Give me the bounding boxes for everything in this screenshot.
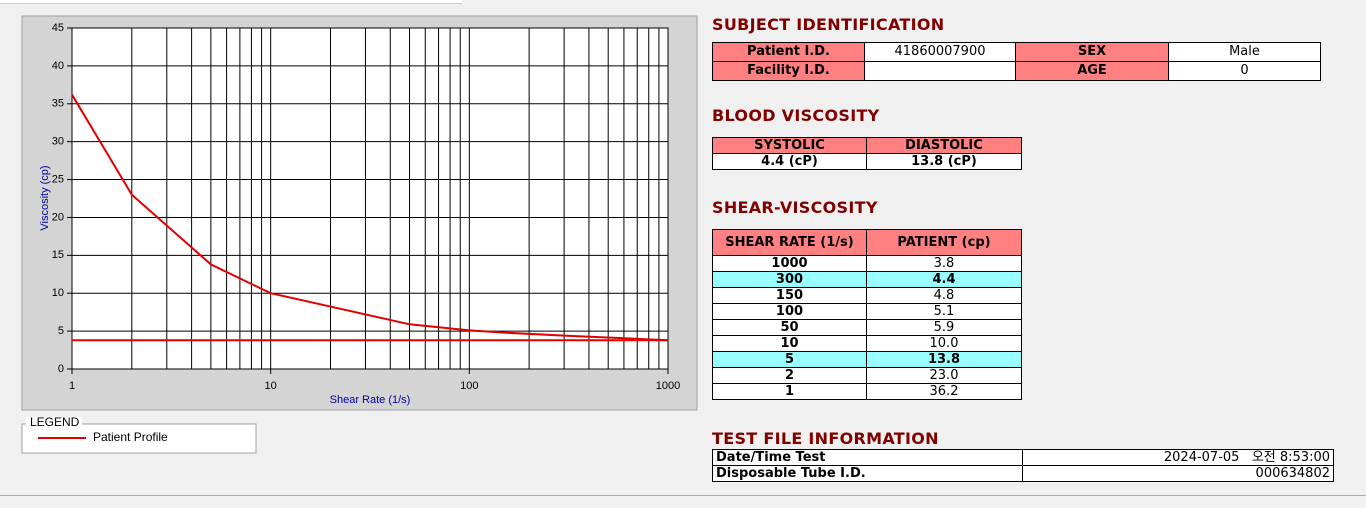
value-cell: 0 bbox=[1168, 61, 1321, 81]
top-bar bbox=[0, 0, 462, 4]
section-title: TEST FILE INFORMATION bbox=[712, 429, 939, 448]
patient-cell: 3.8 bbox=[866, 255, 1022, 272]
x-tick-label: 1000 bbox=[656, 380, 680, 392]
x-tick-label: 100 bbox=[460, 380, 478, 392]
shear-rate-cell: 2 bbox=[712, 367, 867, 384]
legend-title: LEGEND bbox=[30, 415, 80, 429]
value-cell: 41860007900 bbox=[864, 42, 1016, 62]
patient-cell: 13.8 bbox=[866, 351, 1022, 368]
y-tick-label: 35 bbox=[52, 98, 64, 110]
patient-cell: 5.9 bbox=[866, 319, 1022, 336]
label-cell: Date/Time Test bbox=[712, 449, 1023, 466]
y-tick-label: 30 bbox=[52, 136, 64, 148]
shear-rate-cell: 100 bbox=[712, 303, 867, 320]
label-cell: Patient I.D. bbox=[712, 42, 865, 62]
shear-rate-cell: 5 bbox=[712, 351, 867, 368]
header-cell: PATIENT (cp) bbox=[866, 229, 1022, 256]
label-cell: Facility I.D. bbox=[712, 61, 865, 81]
patient-cell: 4.4 bbox=[866, 271, 1022, 288]
y-tick-label: 25 bbox=[52, 173, 64, 185]
shear-rate-cell: 10 bbox=[712, 335, 867, 352]
x-tick-label: 10 bbox=[265, 380, 277, 392]
y-tick-label: 20 bbox=[52, 211, 64, 223]
chart: Shear Rate (1/s) Viscosity (cp) LEGEND 0… bbox=[21, 15, 698, 454]
shear-rate-cell: 300 bbox=[712, 271, 867, 288]
value-cell: Male bbox=[1168, 42, 1321, 62]
shear-rate-cell: 1 bbox=[712, 383, 867, 400]
patient-cell: 10.0 bbox=[866, 335, 1022, 352]
value-cell: 000634802 bbox=[1022, 465, 1334, 482]
plot-area bbox=[72, 28, 668, 369]
y-tick-label: 45 bbox=[52, 22, 64, 34]
value-cell: 2024-07-05 오전 8:53:00 bbox=[1022, 449, 1334, 466]
x-tick-label: 1 bbox=[69, 380, 75, 392]
patient-cell: 23.0 bbox=[866, 367, 1022, 384]
shear-rate-cell: 150 bbox=[712, 287, 867, 304]
x-axis-label: Shear Rate (1/s) bbox=[330, 394, 411, 406]
y-tick-label: 40 bbox=[52, 60, 64, 72]
shear-rate-cell: 50 bbox=[712, 319, 867, 336]
y-tick-label: 0 bbox=[58, 363, 64, 375]
y-tick-label: 10 bbox=[52, 287, 64, 299]
value-cell: 13.8 (cP) bbox=[866, 153, 1022, 170]
section-title: SUBJECT IDENTIFICATION bbox=[712, 15, 945, 34]
label-cell: AGE bbox=[1015, 61, 1169, 81]
shear-rate-cell: 1000 bbox=[712, 255, 867, 272]
y-axis-label: Viscosity (cp) bbox=[39, 165, 51, 230]
section-title: SHEAR-VISCOSITY bbox=[712, 198, 878, 217]
patient-cell: 4.8 bbox=[866, 287, 1022, 304]
header-cell: DIASTOLIC bbox=[866, 137, 1022, 154]
header-cell: SHEAR RATE (1/s) bbox=[712, 229, 867, 256]
patient-cell: 5.1 bbox=[866, 303, 1022, 320]
patient-cell: 36.2 bbox=[866, 383, 1022, 400]
value-cell: 4.4 (cP) bbox=[712, 153, 867, 170]
y-tick-label: 5 bbox=[58, 325, 64, 337]
status-bar bbox=[0, 495, 1366, 508]
label-cell: SEX bbox=[1015, 42, 1169, 62]
value-cell bbox=[864, 61, 1016, 81]
legend-title-bg bbox=[26, 417, 82, 429]
y-tick-label: 15 bbox=[52, 249, 64, 261]
legend-label: Patient Profile bbox=[93, 430, 168, 444]
header-cell: SYSTOLIC bbox=[712, 137, 867, 154]
data-line bbox=[71, 94, 669, 342]
plot-border bbox=[71, 27, 669, 370]
label-cell: Disposable Tube I.D. bbox=[712, 465, 1023, 482]
section-title: BLOOD VISCOSITY bbox=[712, 106, 880, 125]
